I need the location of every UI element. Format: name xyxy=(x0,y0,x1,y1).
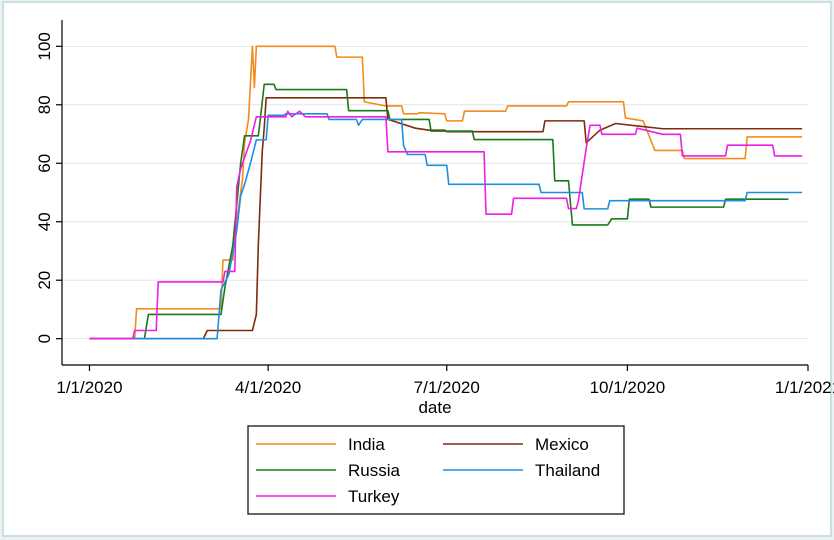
y-tick-label: 40 xyxy=(35,212,54,231)
series-line-turkey xyxy=(89,110,803,340)
axes xyxy=(61,20,808,366)
legend-label-russia: Russia xyxy=(348,461,401,480)
x-tick-label: 7/1/2020 xyxy=(414,378,480,397)
legend-label-thailand: Thailand xyxy=(535,461,600,480)
x-axis-ticks: 1/1/2020 4/1/2020 7/1/2020 10/1/2020 1/1/202… xyxy=(56,365,834,397)
legend-label-turkey: Turkey xyxy=(348,487,400,506)
legend-label-india: India xyxy=(348,435,385,454)
x-tick-label: 10/1/2020 xyxy=(590,378,666,397)
plot-region xyxy=(62,20,808,365)
y-tick-label: 80 xyxy=(35,95,54,114)
y-tick-label: 100 xyxy=(35,32,54,60)
y-tick-label: 60 xyxy=(35,154,54,173)
x-tick-label: 4/1/2020 xyxy=(235,378,301,397)
legend-label-mexico: Mexico xyxy=(535,435,589,454)
legend: India Mexico Russia Thailand Turkey xyxy=(247,425,625,515)
x-tick-label: 1/1/2020 xyxy=(56,378,122,397)
x-tick-label: 1/1/2021 xyxy=(775,378,834,397)
y-tick-label: 20 xyxy=(35,271,54,290)
x-axis-title: date xyxy=(418,398,451,417)
y-tick-label: 0 xyxy=(35,334,54,343)
series-line-thailand xyxy=(89,113,803,340)
series-lines xyxy=(89,45,803,340)
y-axis-ticks: 0 20 40 60 80 100 xyxy=(35,32,62,343)
series-line-mexico xyxy=(89,96,803,340)
